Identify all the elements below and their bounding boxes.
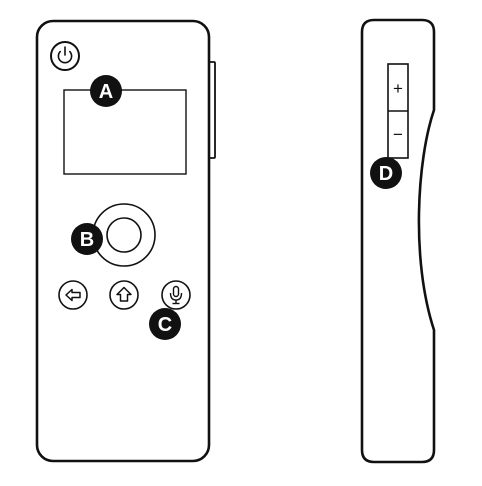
remote-side-body [360, 18, 436, 464]
microphone-icon [169, 285, 183, 305]
power-icon [57, 46, 73, 64]
back-arrow-icon [65, 288, 81, 302]
remote-front-view: A B C [35, 19, 216, 463]
callout-d-label: D [379, 163, 393, 185]
voice-button [161, 280, 191, 310]
callout-c-label: C [158, 314, 172, 336]
volume-down-label: − [393, 125, 403, 144]
home-button [109, 280, 139, 310]
callout-c: C [149, 308, 181, 340]
callout-b: B [71, 223, 103, 255]
power-button [50, 41, 80, 71]
volume-rocker: + − [387, 63, 409, 159]
remote-side-view: + − D [360, 18, 436, 464]
nav-center-button [106, 217, 142, 253]
back-button [58, 280, 88, 310]
volume-up-label: + [393, 79, 403, 98]
callout-a: A [90, 75, 122, 107]
callout-a-label: A [99, 81, 113, 103]
callout-d: D [370, 157, 402, 189]
callout-b-label: B [80, 229, 94, 251]
display-screen [63, 89, 187, 175]
home-icon [116, 286, 132, 302]
